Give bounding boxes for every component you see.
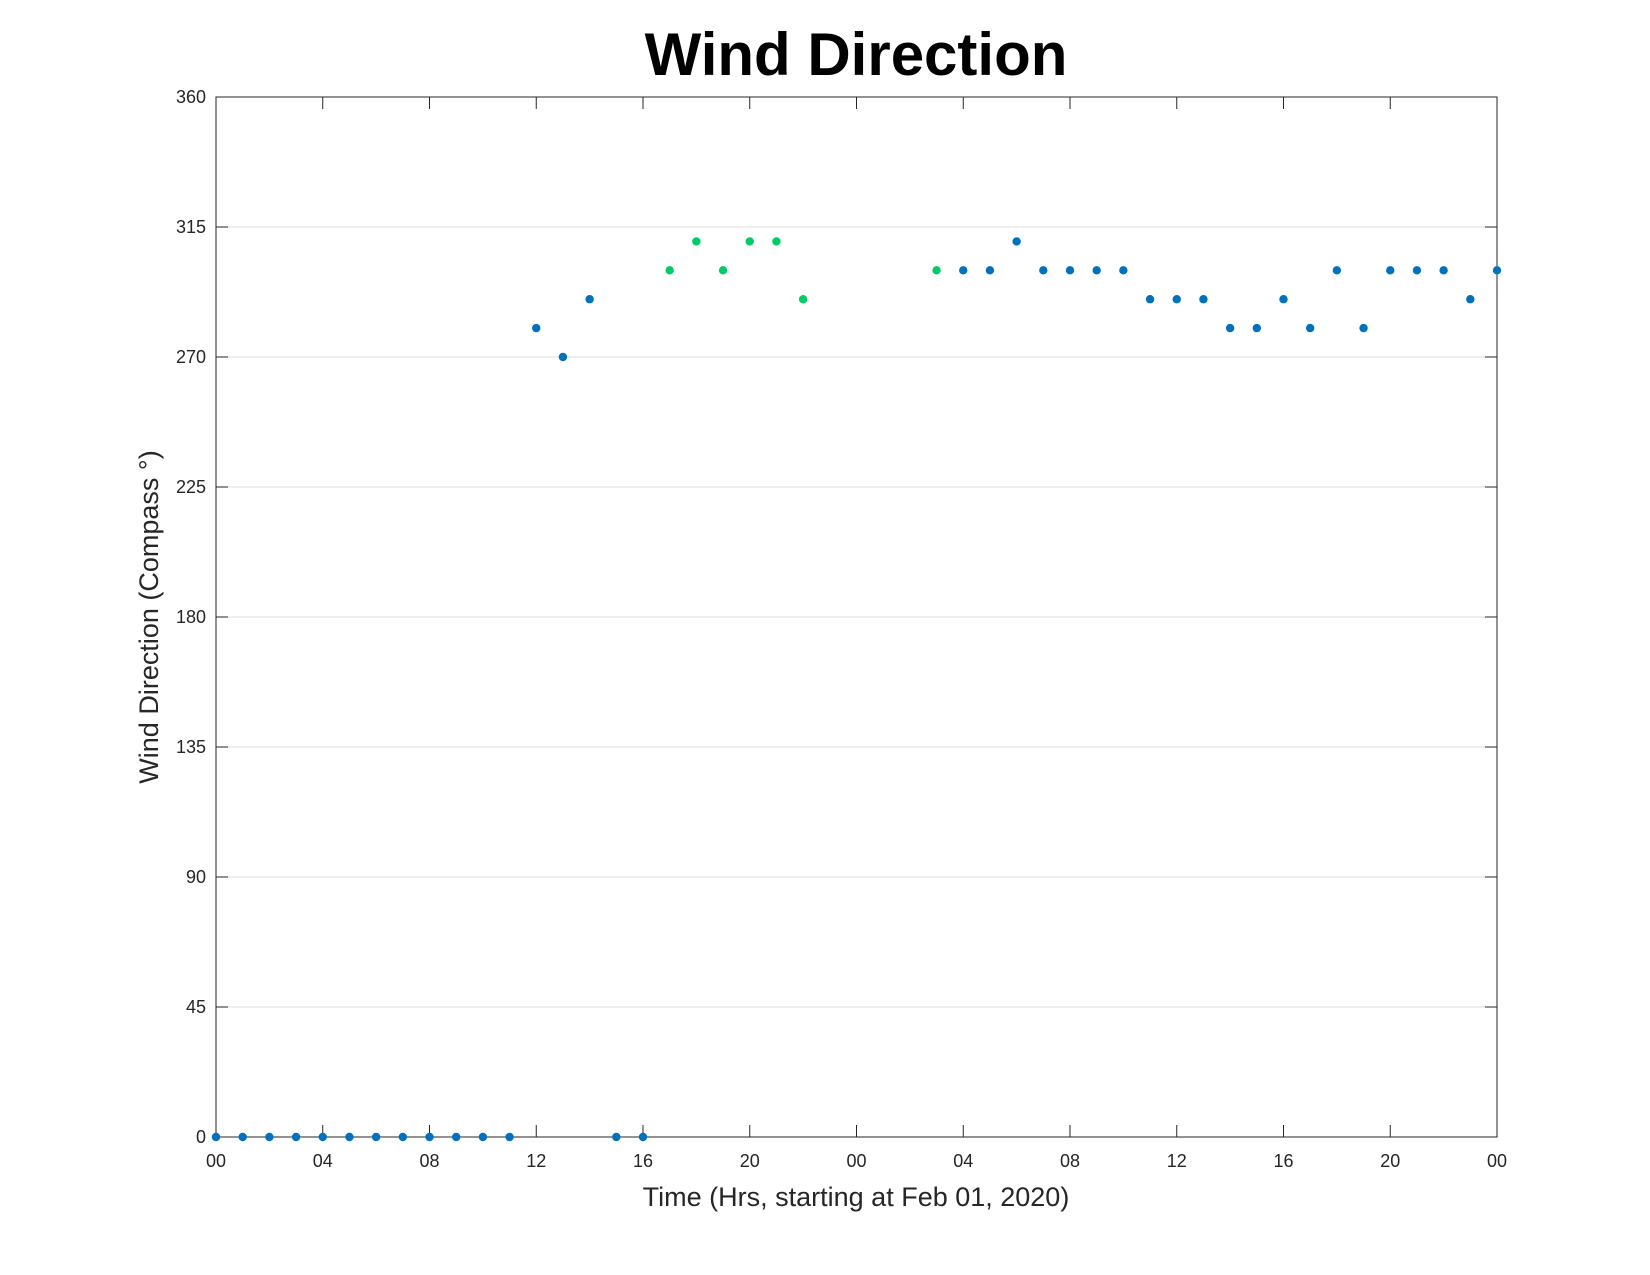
x-tick-label: 00: [1487, 1151, 1507, 1171]
data-point-series-2: [798, 295, 808, 304]
axis-ticks: [215, 96, 1498, 1138]
y-tick-label: 45: [186, 997, 206, 1017]
data-point-series-1: [371, 1132, 381, 1142]
data-point-series-1: [1012, 237, 1021, 246]
data-point-series-1: [638, 1132, 648, 1142]
grid-lines: [216, 226, 1497, 1008]
data-point-series-1: [345, 1132, 354, 1142]
data-point-series-1: [1279, 295, 1288, 304]
data-point-series-1: [398, 1132, 408, 1142]
x-tick-label: 04: [953, 1151, 973, 1171]
data-point-series-1: [1172, 295, 1181, 304]
data-point-series-2: [932, 266, 941, 275]
y-tick-label: 270: [176, 347, 206, 367]
data-point-series-1: [318, 1132, 327, 1142]
data-point-series-1: [1359, 323, 1368, 333]
data-point-series-1: [1199, 295, 1208, 304]
data-point-series-2: [772, 237, 781, 246]
data-point-series-1: [1225, 323, 1235, 333]
data-point-series-1: [1092, 266, 1101, 275]
y-tick-label: 0: [196, 1127, 206, 1147]
x-tick-label: 16: [633, 1151, 653, 1171]
data-point-series-1: [1252, 323, 1262, 333]
data-point-series-2: [692, 237, 701, 246]
data-point-series-1: [211, 1132, 221, 1142]
data-point-series-2: [745, 237, 754, 246]
x-tick-label: 20: [1380, 1151, 1400, 1171]
data-point-series-1: [1412, 266, 1422, 275]
data-point-series-1: [291, 1132, 301, 1142]
data-point-series-1: [959, 266, 968, 275]
data-point-series-1: [1305, 323, 1315, 333]
data-point-series-1: [505, 1132, 514, 1142]
data-point-series-1: [985, 266, 995, 275]
data-point-series-1: [558, 352, 568, 362]
data-point-series-1: [1145, 295, 1155, 304]
chart-title: Wind Direction: [645, 21, 1068, 88]
data-point-series-1: [451, 1132, 461, 1142]
data-point-series-1: [1466, 295, 1475, 304]
data-point-series-1: [1492, 266, 1502, 275]
x-tick-label: 12: [526, 1151, 546, 1171]
y-tick-label: 180: [176, 607, 206, 627]
data-point-series-1: [612, 1132, 621, 1142]
x-tick-label: 08: [1060, 1151, 1080, 1171]
x-axis-label: Time (Hrs, starting at Feb 01, 2020): [643, 1182, 1070, 1212]
data-point-series-1: [1332, 266, 1342, 275]
data-points: [211, 237, 1502, 1142]
x-tick-label: 08: [419, 1151, 439, 1171]
y-tick-label: 225: [176, 477, 206, 497]
data-point-series-1: [238, 1132, 247, 1142]
data-point-series-1: [1386, 266, 1395, 275]
data-point-series-1: [532, 323, 541, 333]
data-point-series-1: [265, 1132, 274, 1142]
x-tick-label: 00: [846, 1151, 866, 1171]
data-point-series-1: [1439, 266, 1448, 275]
data-point-series-1: [585, 295, 594, 304]
y-tick-label: 360: [176, 87, 206, 107]
data-point-series-1: [478, 1132, 488, 1142]
x-tick-label: 00: [206, 1151, 226, 1171]
y-tick-label: 90: [186, 867, 206, 887]
y-axis-label: Wind Direction (Compass °): [134, 450, 164, 783]
data-point-series-2: [665, 266, 674, 275]
x-tick-label: 12: [1167, 1151, 1187, 1171]
y-tick-label: 315: [176, 217, 206, 237]
x-tick-label: 04: [313, 1151, 333, 1171]
x-tick-label: 16: [1273, 1151, 1293, 1171]
data-point-series-2: [718, 266, 728, 275]
data-point-series-1: [1065, 266, 1075, 275]
y-tick-label: 135: [176, 737, 206, 757]
data-point-series-1: [1039, 266, 1048, 275]
data-point-series-1: [1119, 266, 1128, 275]
x-tick-label: 20: [740, 1151, 760, 1171]
data-point-series-1: [425, 1132, 434, 1142]
tick-labels: 0 45 90 135 180 225 270 315 360 00 04 08 12 16 20 00 04 0…: [176, 87, 1507, 1171]
